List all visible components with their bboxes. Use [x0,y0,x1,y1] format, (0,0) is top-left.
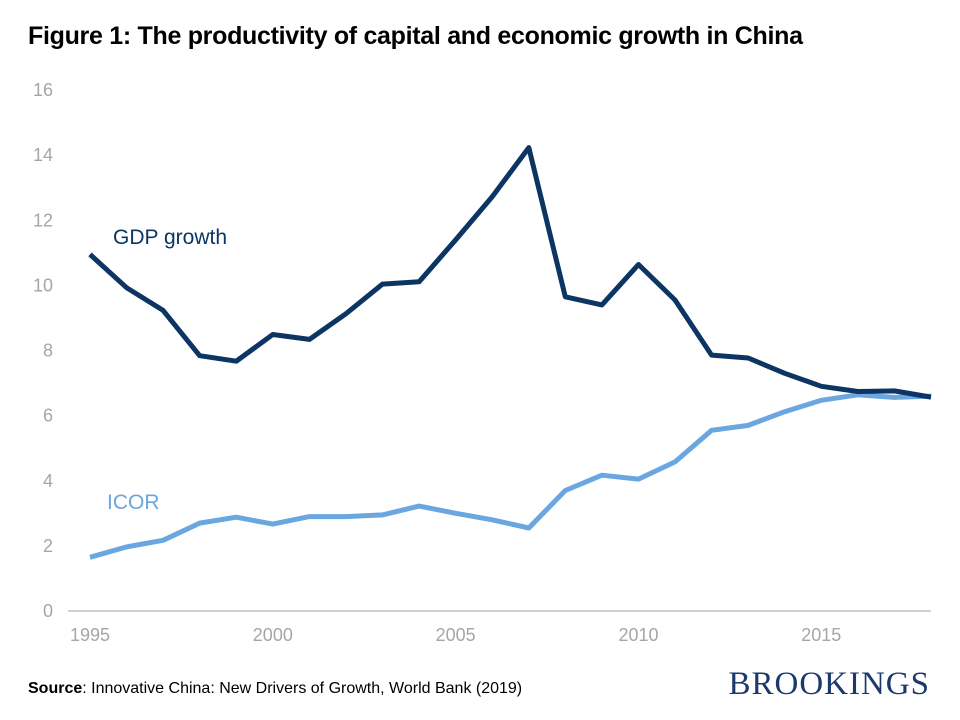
y-axis: 0 2 4 6 8 10 12 14 16 [33,80,53,621]
series-lines [88,145,932,560]
source-label: Source [28,680,83,697]
source-text: : Innovative China: New Drivers of Growt… [82,680,523,697]
x-tick-label: 1995 [70,625,110,645]
x-tick-label: 2000 [253,625,293,645]
series-label-icor: ICOR [107,491,160,514]
y-tick-label: 6 [43,406,53,426]
source-note: Source: Innovative China: New Drivers of… [28,680,522,698]
series-label-gdp-growth: GDP growth [113,226,227,249]
y-tick-label: 4 [43,471,53,491]
x-tick-label: 2010 [618,625,658,645]
chart-title: Figure 1: The productivity of capital an… [28,22,803,50]
y-tick-label: 0 [43,601,53,621]
brookings-logo: BROOKINGS [728,666,930,702]
y-tick-label: 12 [33,210,53,230]
y-tick-label: 8 [43,341,53,361]
y-tick-label: 16 [33,80,53,100]
x-axis: 1995 2000 2005 2010 2015 [70,625,841,645]
y-tick-label: 10 [33,275,53,295]
x-tick-label: 2015 [801,625,841,645]
y-tick-label: 2 [43,536,53,556]
x-tick-label: 2005 [436,625,476,645]
series-line-gdp-growth [88,145,932,400]
y-tick-label: 14 [33,145,53,165]
series-line-icor [89,392,932,560]
